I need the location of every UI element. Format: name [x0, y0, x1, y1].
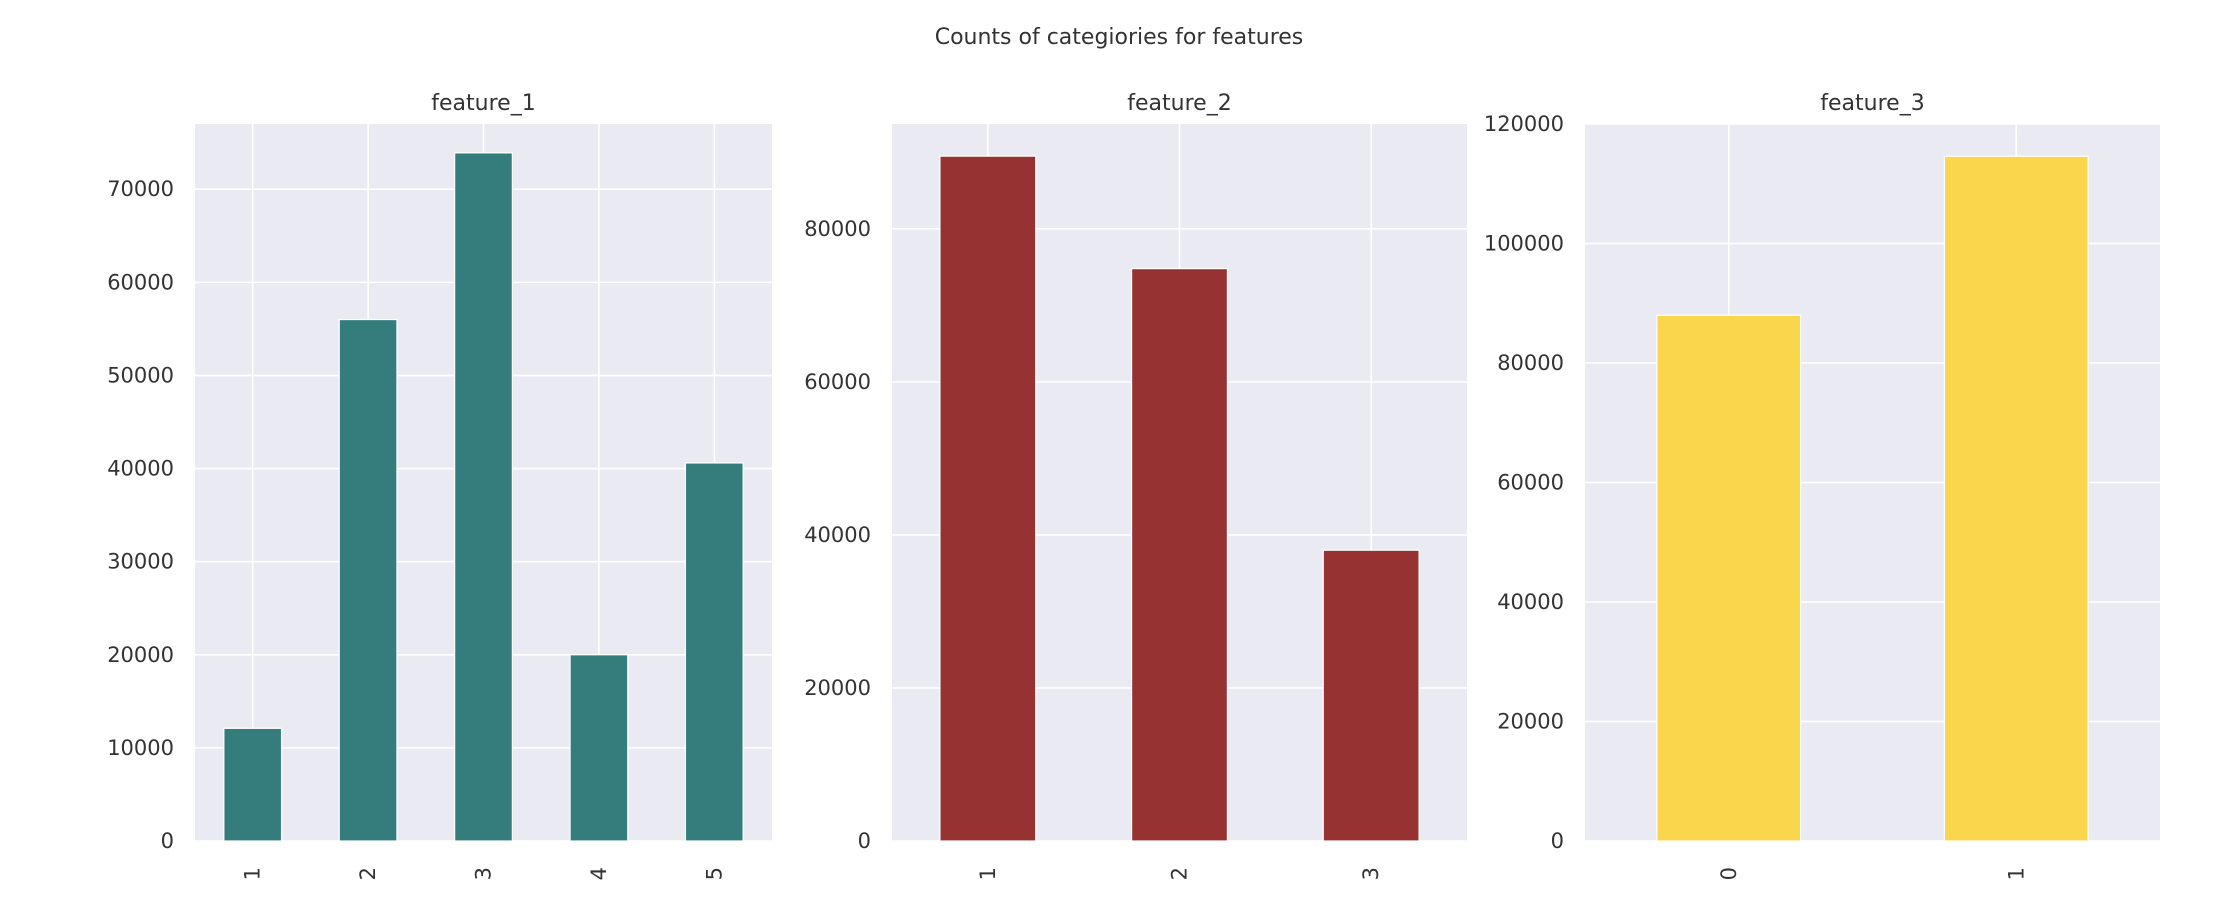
subplot-title: feature_2 — [1127, 91, 1231, 116]
x-tick-label: 1 — [241, 867, 265, 880]
bar-1 — [223, 727, 283, 842]
bar-5 — [684, 462, 744, 842]
x-tick-label: 0 — [1717, 867, 1741, 880]
bar-2 — [338, 318, 398, 842]
y-tick-label: 20000 — [1497, 710, 1564, 734]
bar-4 — [569, 654, 629, 842]
y-tick-label: 60000 — [107, 270, 174, 294]
subplots: 0 10000 20000 30000 40000 50000 60000 70000 1 2 3 4… — [107, 91, 2160, 880]
y-tick-label: 0 — [1551, 829, 1564, 853]
x-tick-label: 1 — [976, 867, 1000, 880]
subplot-2: 0 20000 40000 60000 80000 1 2 3 feature_2 — [804, 91, 1467, 880]
y-tick-label: 80000 — [804, 217, 871, 241]
y-tick-label: 40000 — [804, 523, 871, 547]
y-tick-label: 50000 — [107, 363, 174, 387]
bar-0 — [1656, 314, 1802, 842]
x-tick-label: 2 — [1168, 867, 1192, 880]
x-tick-label: 2 — [356, 867, 380, 880]
y-tick-label: 70000 — [107, 177, 174, 201]
y-tick-label: 60000 — [1497, 471, 1564, 495]
subplot-title: feature_1 — [431, 91, 535, 116]
x-tick-label: 3 — [1359, 867, 1383, 880]
y-tick-label: 80000 — [1497, 351, 1564, 375]
y-tick-label: 60000 — [804, 370, 871, 394]
x-tick-label: 3 — [472, 867, 496, 880]
y-tick-label: 10000 — [107, 736, 174, 760]
y-tick-label: 30000 — [107, 550, 174, 574]
x-tick-label: 1 — [2004, 867, 2028, 880]
bar-1 — [1943, 155, 2089, 842]
figure-title: Counts of categiories for features — [935, 25, 1304, 50]
bar-1 — [939, 155, 1037, 842]
y-tick-label: 0 — [161, 829, 174, 853]
bar-2 — [1130, 268, 1229, 842]
y-tick-label: 0 — [858, 829, 871, 853]
bar-3 — [454, 152, 513, 842]
subplot-1: 0 10000 20000 30000 40000 50000 60000 70000 1 2 3 4… — [107, 91, 772, 880]
y-tick-label: 20000 — [107, 643, 174, 667]
y-tick-label: 40000 — [107, 457, 174, 481]
y-tick-label: 120000 — [1484, 112, 1564, 136]
y-tick-label: 100000 — [1484, 232, 1564, 256]
y-tick-label: 40000 — [1497, 590, 1564, 614]
y-tick-label: 20000 — [804, 676, 871, 700]
bar-3 — [1322, 549, 1420, 842]
x-tick-label: 5 — [702, 867, 726, 880]
subplot-title: feature_3 — [1820, 91, 1924, 116]
subplot-3: 0 20000 40000 60000 80000 100000 120000 0 1 featu… — [1484, 91, 2160, 880]
x-tick-label: 4 — [587, 867, 611, 880]
